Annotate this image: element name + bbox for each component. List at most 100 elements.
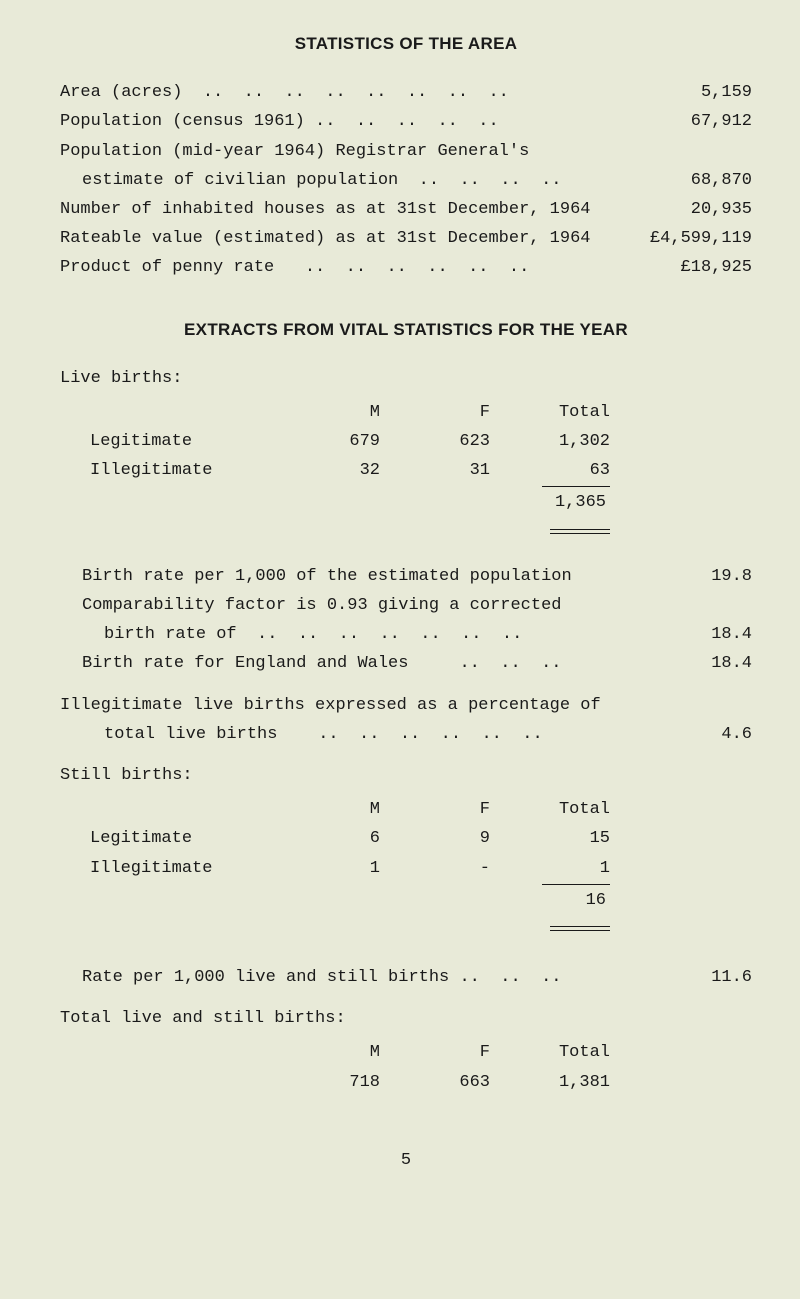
stat-value: 68,870 — [642, 167, 752, 194]
cell: 718 — [290, 1068, 380, 1097]
grand-total: 1,365 — [542, 486, 610, 516]
double-rule-icon — [550, 529, 610, 534]
total-births-table: M F Total 718 663 1,381 — [90, 1038, 610, 1096]
col-header-f: F — [380, 1038, 490, 1067]
col-header-f: F — [380, 398, 490, 427]
stat-row: Population (census 1961) .. .. .. .. .. … — [60, 108, 752, 135]
stat-value: £18,925 — [642, 254, 752, 281]
stat-row: birth rate of .. .. .. .. .. .. .. 18.4 — [60, 621, 752, 648]
stat-label: Birth rate for England and Wales .. .. .… — [82, 650, 561, 677]
stat-label: Illegitimate live births expressed as a … — [60, 692, 601, 719]
grand-total: 16 — [542, 884, 610, 914]
area-stats-block: Area (acres) .. .. .. .. .. .. .. .. 5,1… — [60, 79, 752, 281]
cell: 663 — [380, 1068, 490, 1097]
row-label: Legitimate — [90, 427, 290, 456]
col-header-total: Total — [490, 1038, 610, 1067]
stat-row: Rateable value (estimated) as at 31st De… — [60, 225, 752, 252]
still-births-title: Still births: — [60, 762, 752, 789]
col-header-m: M — [290, 398, 380, 427]
main-heading: STATISTICS OF THE AREA — [60, 30, 752, 57]
table-header-row: M F Total — [90, 1038, 610, 1067]
table-row: Illegitimate 1 - 1 — [90, 854, 610, 883]
stat-label: Population (mid-year 1964) Registrar Gen… — [60, 138, 529, 165]
birth-rates-block: Birth rate per 1,000 of the estimated po… — [60, 563, 752, 678]
cell: 31 — [380, 456, 490, 485]
stat-value: 67,912 — [642, 108, 752, 135]
table-row: Legitimate 679 623 1,302 — [90, 427, 610, 456]
stat-row: total live births .. .. .. .. .. .. 4.6 — [60, 721, 752, 748]
cell: 15 — [490, 824, 610, 853]
cell: 1 — [490, 854, 610, 883]
stat-value: 20,935 — [642, 196, 752, 223]
col-header-m: M — [290, 795, 380, 824]
stat-label: Population (census 1961) .. .. .. .. .. — [60, 108, 499, 135]
row-label: Illegitimate — [90, 456, 290, 485]
stat-value: 4.6 — [642, 721, 752, 748]
illeg-pct-block: Illegitimate live births expressed as a … — [60, 692, 752, 748]
grand-total-row: 16 — [90, 883, 610, 942]
stat-label: Area (acres) .. .. .. .. .. .. .. .. — [60, 79, 509, 106]
cell: 679 — [290, 427, 380, 456]
stat-value: 5,159 — [642, 79, 752, 106]
stat-value: 19.8 — [642, 563, 752, 590]
double-rule-icon — [550, 926, 610, 931]
col-header-total: Total — [490, 398, 610, 427]
stat-row: Area (acres) .. .. .. .. .. .. .. .. 5,1… — [60, 79, 752, 106]
col-header-f: F — [380, 795, 490, 824]
cell: 32 — [290, 456, 380, 485]
cell: 1 — [290, 854, 380, 883]
stat-value: 18.4 — [642, 621, 752, 648]
stat-label: Rateable value (estimated) as at 31st De… — [60, 225, 591, 252]
cell: 623 — [380, 427, 490, 456]
stat-label: Birth rate per 1,000 of the estimated po… — [82, 563, 572, 590]
stat-row: Birth rate for England and Wales .. .. .… — [60, 650, 752, 677]
grand-total-cell: 16 — [490, 883, 610, 942]
cell: - — [380, 854, 490, 883]
cell: 1,302 — [490, 427, 610, 456]
stat-row: Rate per 1,000 live and still births .. … — [60, 964, 752, 991]
col-header-m: M — [290, 1038, 380, 1067]
page: STATISTICS OF THE AREA Area (acres) .. .… — [0, 0, 800, 1194]
extracts-heading: EXTRACTS FROM VITAL STATISTICS FOR THE Y… — [60, 316, 752, 343]
live-births-title: Live births: — [60, 365, 752, 392]
cell: 63 — [490, 456, 610, 485]
cell: 1,381 — [490, 1068, 610, 1097]
stat-value: £4,599,119 — [642, 225, 752, 252]
blank-cell — [90, 398, 290, 427]
grand-total-cell: 1,365 — [490, 485, 610, 544]
table-header-row: M F Total — [90, 398, 610, 427]
still-births-table: M F Total Legitimate 6 9 15 Illegitimate… — [90, 795, 610, 942]
stat-row: Population (mid-year 1964) Registrar Gen… — [60, 138, 752, 165]
stat-label: Product of penny rate .. .. .. .. .. .. — [60, 254, 529, 281]
stat-label: estimate of civilian population .. .. ..… — [82, 167, 561, 194]
row-label: Legitimate — [90, 824, 290, 853]
stat-label: total live births .. .. .. .. .. .. — [104, 721, 543, 748]
grand-total-row: 1,365 — [90, 485, 610, 544]
stat-row: Product of penny rate .. .. .. .. .. .. … — [60, 254, 752, 281]
blank-cell — [90, 795, 290, 824]
page-number: 5 — [60, 1147, 752, 1174]
stat-row: Number of inhabited houses as at 31st De… — [60, 196, 752, 223]
stat-label: Number of inhabited houses as at 31st De… — [60, 196, 591, 223]
stat-label: birth rate of .. .. .. .. .. .. .. — [104, 621, 522, 648]
table-row: 718 663 1,381 — [90, 1068, 610, 1097]
cell: 6 — [290, 824, 380, 853]
row-label — [90, 1068, 290, 1097]
stat-value: 18.4 — [642, 650, 752, 677]
stat-row: Illegitimate live births expressed as a … — [60, 692, 752, 719]
stat-row: estimate of civilian population .. .. ..… — [60, 167, 752, 194]
stat-value: 11.6 — [642, 964, 752, 991]
table-header-row: M F Total — [90, 795, 610, 824]
table-row: Legitimate 6 9 15 — [90, 824, 610, 853]
stat-row: Comparability factor is 0.93 giving a co… — [60, 592, 752, 619]
cell: 9 — [380, 824, 490, 853]
blank-cell — [90, 1038, 290, 1067]
live-births-table: M F Total Legitimate 679 623 1,302 Illeg… — [90, 398, 610, 545]
stat-label: Rate per 1,000 live and still births .. … — [82, 964, 561, 991]
stat-label: Comparability factor is 0.93 giving a co… — [82, 592, 561, 619]
table-row: Illegitimate 32 31 63 — [90, 456, 610, 485]
stat-row: Birth rate per 1,000 of the estimated po… — [60, 563, 752, 590]
row-label: Illegitimate — [90, 854, 290, 883]
total-births-title: Total live and still births: — [60, 1005, 752, 1032]
col-header-total: Total — [490, 795, 610, 824]
